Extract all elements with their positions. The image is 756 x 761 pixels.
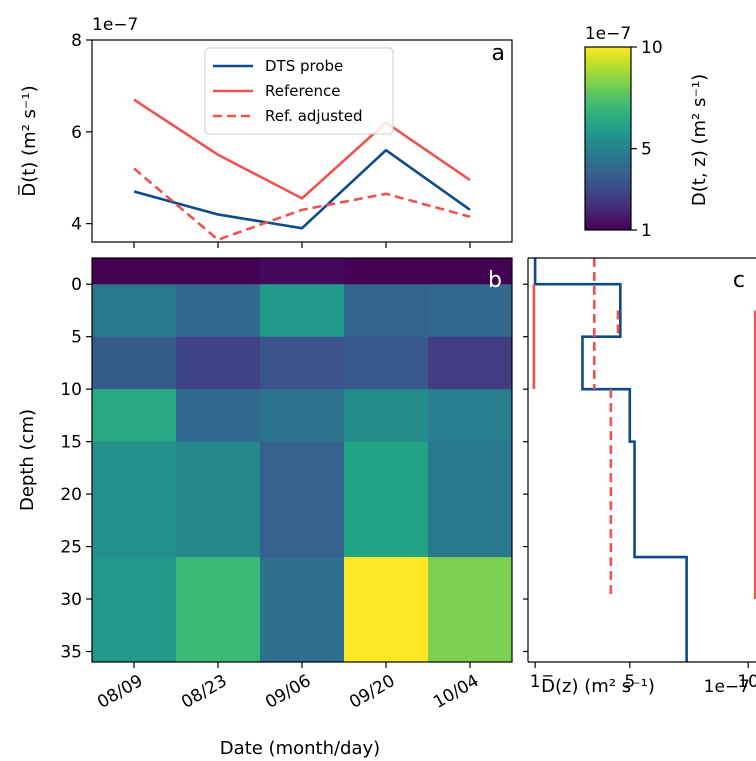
y-tick-label: 5 (71, 328, 82, 348)
colorbar-label: D(t, z) (m² s⁻¹) (689, 74, 710, 206)
y-tick-label: 30 (60, 590, 82, 610)
y-tick-label: 25 (60, 538, 82, 558)
heatmap-cell (92, 441, 177, 558)
colorbar: 1 5 10 1e−7 D(t, z) (m² s⁻¹) (584, 24, 710, 241)
legend-label: Ref. adjusted (265, 107, 363, 125)
colorbar-bar (584, 46, 632, 231)
y-tick-label: 20 (60, 485, 82, 505)
heatmap-cell (260, 389, 345, 443)
x-tick-label: 09/20 (346, 671, 398, 713)
y-offset-label: 1e−7 (92, 15, 138, 35)
heatmap-cell (260, 441, 345, 558)
colorbar-offset-label: 1e−7 (585, 24, 631, 44)
heatmap-cell (176, 284, 261, 338)
heatmap-cell (176, 389, 261, 443)
colorbar-tick-label: 5 (641, 140, 652, 160)
heatmap-cell (344, 258, 429, 285)
y-tick-label: 15 (60, 433, 82, 453)
colorbar-tick-label: 10 (641, 38, 663, 58)
panel-letter: a (492, 41, 505, 66)
heatmap-cell (92, 284, 177, 338)
panel-letter: c (733, 268, 745, 293)
x-offset-label: 1e−7 (704, 677, 750, 697)
heatmap-cell (344, 389, 429, 443)
y-tick-label: 6 (71, 123, 82, 143)
heatmap-cell (176, 336, 261, 390)
x-tick-label: 10/04 (430, 671, 482, 713)
panel-a-line-chart: 4 6 8 1e−7 D̅(t) (m² s⁻¹) a DTS probe Reference… (18, 15, 513, 248)
y-tick-label: 0 (71, 275, 82, 295)
heatmap-cell (92, 258, 177, 285)
y-tick-label: 35 (60, 643, 82, 663)
y-axis-label: D̅(t) (m² s⁻¹) (18, 85, 40, 196)
heatmap-cell (260, 336, 345, 390)
heatmap-cell (428, 441, 513, 558)
heatmap-cell (260, 557, 345, 663)
heatmap-cell (428, 389, 513, 443)
x-tick-label: 08/23 (178, 671, 230, 713)
heatmap-cell (428, 258, 513, 285)
heatmap-cell (344, 336, 429, 390)
y-tick-label: 10 (60, 380, 82, 400)
heatmap-cell (176, 258, 261, 285)
heatmap-cell (92, 336, 177, 390)
series-line-ref-adjusted (133, 167, 471, 242)
x-tick-label: 1 (530, 672, 541, 692)
series-line-dts-probe (133, 148, 471, 230)
x-tick-label: 5 (624, 672, 635, 692)
heatmap-cell (344, 441, 429, 558)
y-tick-label: 8 (71, 31, 82, 51)
legend: DTS probe Reference Ref. adjusted (204, 47, 394, 135)
x-tick-label: 09/06 (262, 671, 314, 713)
heatmap-cell (92, 557, 177, 663)
y-axis-label: Depth (cm) (17, 409, 38, 511)
heatmap-cell (176, 557, 261, 663)
series-line-reference (133, 98, 471, 200)
x-tick-label: 10 (737, 672, 756, 692)
heatmap-cell (260, 284, 345, 338)
colorbar-tick-label: 1 (641, 221, 652, 241)
legend-label: DTS probe (265, 57, 343, 75)
panel-b-heatmap: 0 5 10 15 20 25 30 35 08/09 08/23 09/06 09/20 10/04 D… (17, 257, 513, 759)
x-axis-label: D̅(z) (m² s⁻¹) (541, 675, 655, 697)
heatmap-cell (428, 336, 513, 390)
heatmap-cell (92, 389, 177, 443)
heatmap-cell (260, 258, 345, 285)
legend-box (204, 47, 394, 135)
heatmap-cell (428, 284, 513, 338)
heatmap-cell (428, 557, 513, 663)
panel-letter: b (488, 268, 502, 293)
x-tick-label: 08/09 (94, 671, 146, 713)
heatmap-cell (344, 557, 429, 663)
y-tick-label: 4 (71, 215, 82, 235)
x-axis-label: Date (month/day) (220, 738, 380, 759)
legend-label: Reference (265, 82, 341, 100)
heatmap-cell (344, 284, 429, 338)
heatmap-cell (176, 441, 261, 558)
series-line-dts-probe (533, 258, 688, 662)
